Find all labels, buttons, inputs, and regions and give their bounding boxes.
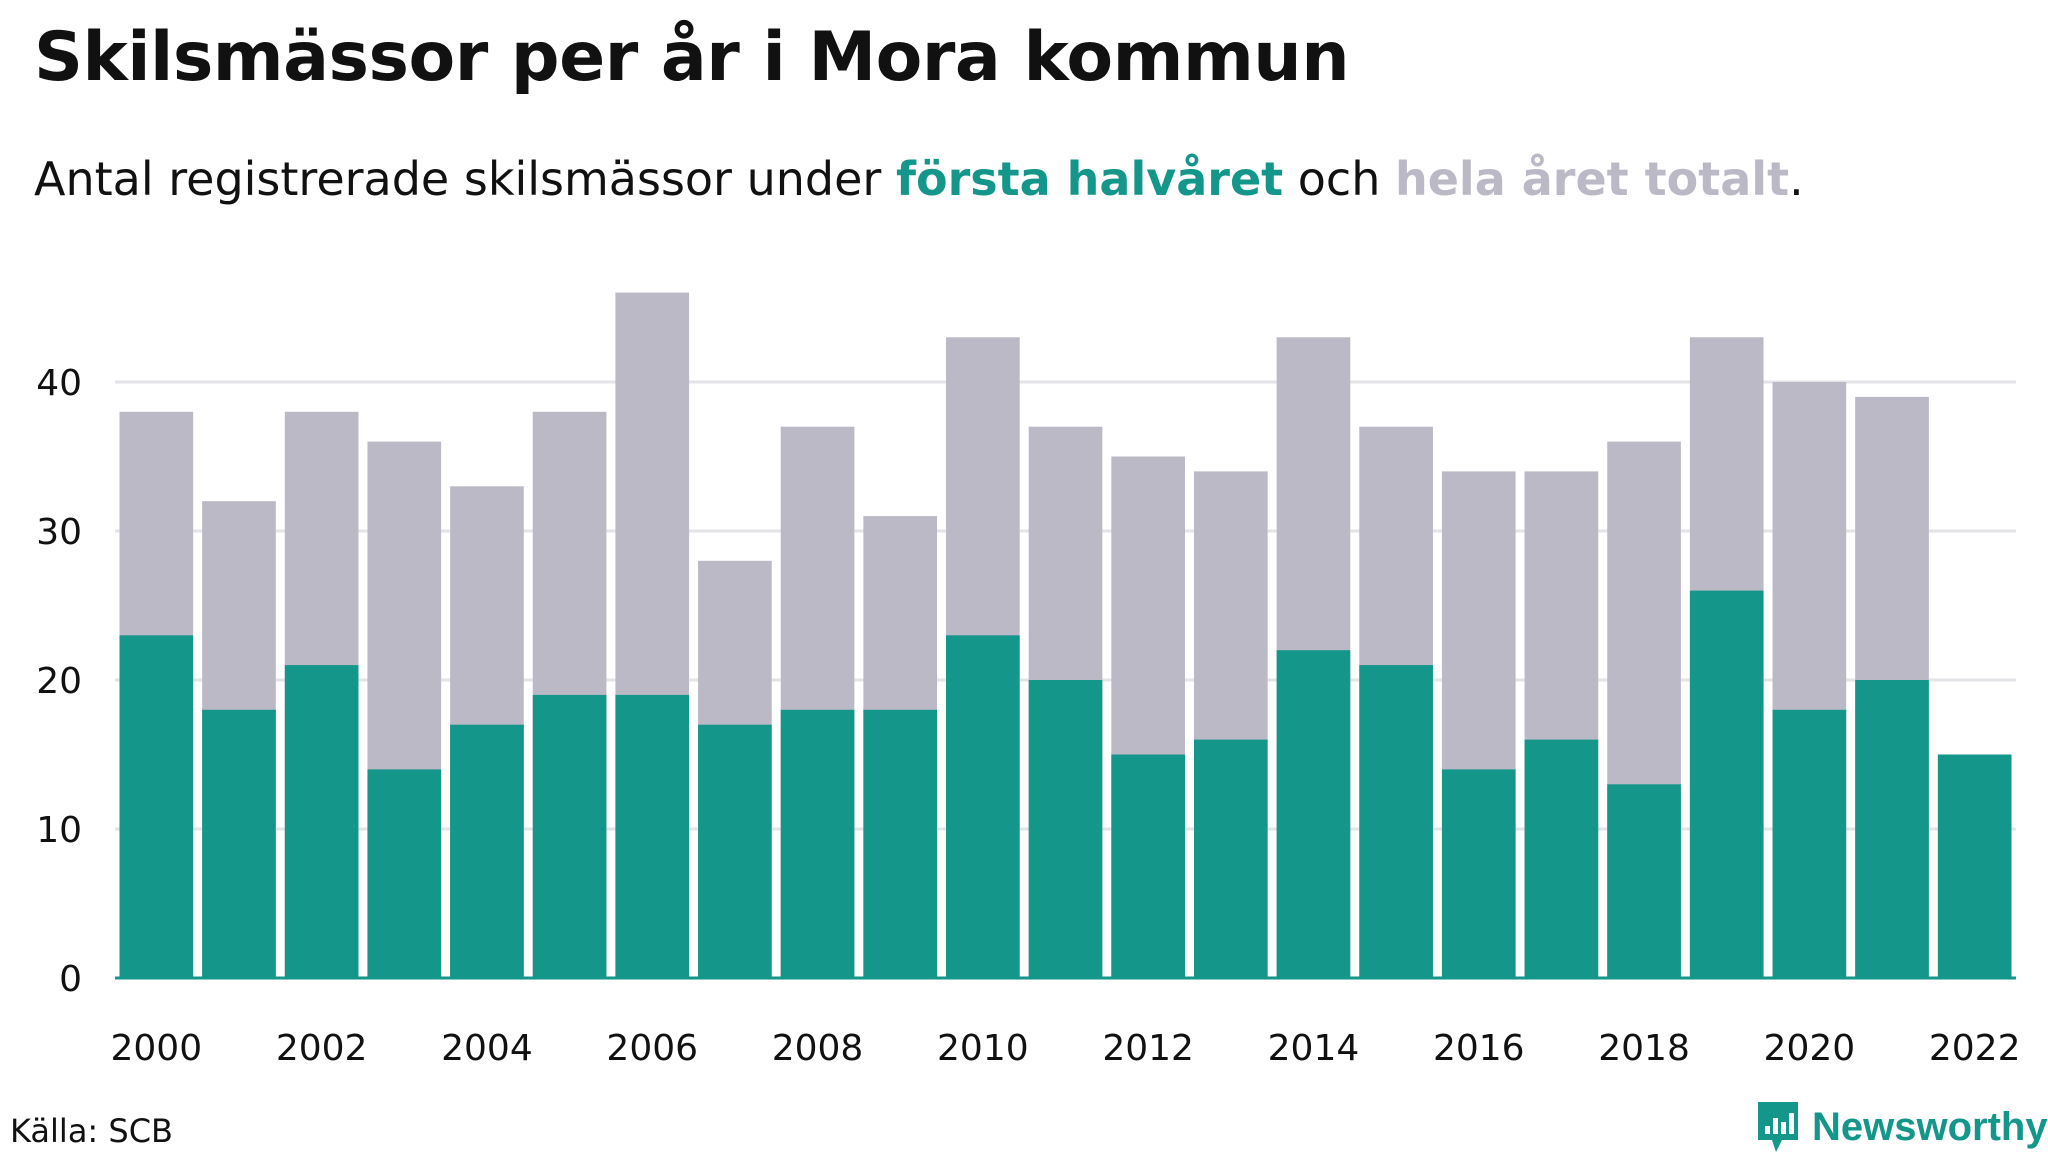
x-tick-label: 2022 — [1929, 1028, 2021, 1069]
y-tick-label: 30 — [36, 512, 82, 553]
bar-first-half-2009 — [863, 709, 938, 978]
y-tick-label: 20 — [36, 661, 82, 702]
x-tick-label: 2012 — [1102, 1028, 1194, 1069]
x-tick-label: 2018 — [1598, 1028, 1690, 1069]
subtitle-first-half-label: första halvåret — [895, 152, 1284, 206]
brand-logo: Newsworthy — [1756, 1100, 2048, 1154]
subtitle-middle: och — [1283, 152, 1395, 206]
x-tick-label: 2000 — [111, 1028, 203, 1069]
x-tick-label: 2010 — [937, 1028, 1029, 1069]
subtitle-suffix: . — [1789, 152, 1804, 206]
bar-first-half-2008 — [780, 709, 855, 978]
bar-first-half-2011 — [1028, 680, 1103, 978]
chart-subtitle: Antal registrerade skilsmässor under för… — [34, 152, 1804, 206]
bar-first-half-2013 — [1193, 739, 1268, 978]
bar-first-half-2014 — [1276, 650, 1351, 978]
x-tick-label: 2002 — [276, 1028, 368, 1069]
newsworthy-logo-icon — [1758, 1102, 1798, 1152]
x-tick-label: 2014 — [1268, 1028, 1360, 1069]
chart-title: Skilsmässor per år i Mora kommun — [34, 18, 1350, 97]
x-tick-label: 2004 — [441, 1028, 533, 1069]
bar-first-half-2003 — [367, 769, 442, 978]
x-tick-label: 2006 — [606, 1028, 698, 1069]
bar-first-half-2019 — [1689, 590, 1764, 978]
bar-first-half-2000 — [119, 635, 194, 978]
bar-first-half-2006 — [615, 694, 690, 978]
bar-first-half-2007 — [698, 724, 772, 978]
bar-first-half-2005 — [532, 694, 607, 978]
y-tick-label: 10 — [36, 810, 82, 851]
x-tick-label: 2016 — [1433, 1028, 1525, 1069]
bar-first-half-2001 — [202, 709, 276, 978]
bar-first-half-2015 — [1359, 665, 1433, 978]
bar-first-half-2012 — [1111, 754, 1185, 978]
bars-layer — [119, 292, 2012, 979]
subtitle-total-label: hela året totalt — [1394, 152, 1790, 206]
bar-chart: 0 10 20 30 40 2000 2002 2004 2006 2008 2010 2012 201… — [36, 292, 2020, 1069]
bar-first-half-2017 — [1524, 739, 1599, 978]
y-tick-label: 0 — [59, 959, 82, 1000]
y-tick-label: 40 — [36, 363, 82, 404]
bar-first-half-2002 — [284, 665, 359, 978]
bar-first-half-2020 — [1772, 709, 1847, 978]
bar-first-half-2018 — [1607, 784, 1681, 978]
x-tick-label: 2020 — [1764, 1028, 1856, 1069]
source-note: Källa: SCB — [10, 1112, 173, 1150]
bar-first-half-2021 — [1855, 680, 1929, 978]
subtitle-prefix: Antal registrerade skilsmässor under — [34, 152, 896, 206]
brand-name: Newsworthy — [1812, 1104, 2048, 1149]
bar-first-half-2010 — [946, 635, 1020, 978]
bar-first-half-2016 — [1441, 769, 1516, 978]
axis-layer: 0 10 20 30 40 2000 2002 2004 2006 2008 2010 2012 201… — [36, 363, 2020, 1069]
bar-first-half-2004 — [450, 724, 524, 978]
x-tick-label: 2008 — [772, 1028, 864, 1069]
bar-first-half-2022 — [1937, 754, 2012, 978]
